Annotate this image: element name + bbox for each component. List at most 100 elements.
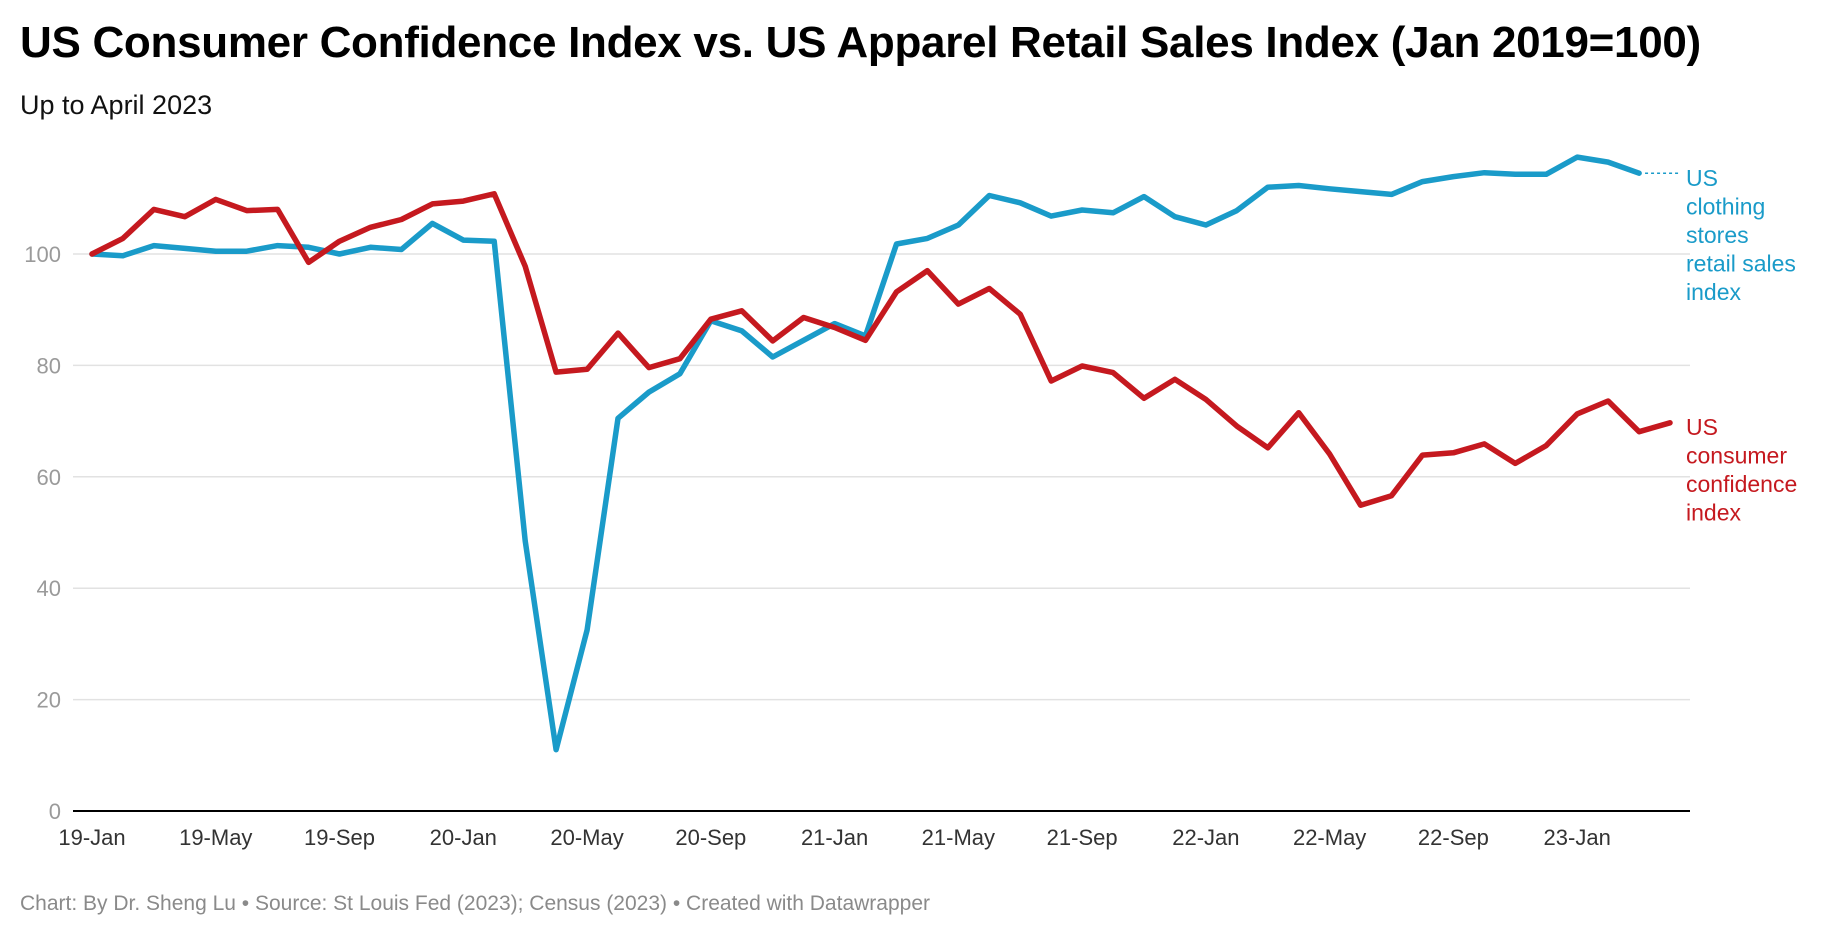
data-point-confidence-48 (1575, 411, 1580, 416)
data-point-confidence-11 (430, 201, 435, 206)
data-point-clothing-11 (430, 221, 435, 226)
data-point-confidence-34 (1142, 396, 1147, 401)
x-tick-label-19-May: 19-May (179, 825, 252, 850)
data-point-clothing-19 (677, 371, 682, 376)
y-tick-label-80: 80 (37, 353, 61, 378)
data-point-confidence-44 (1451, 450, 1456, 455)
data-point-clothing-1 (120, 253, 125, 258)
data-point-confidence-17 (616, 331, 621, 336)
data-point-clothing-2 (151, 243, 156, 248)
y-axis-ticks: 0 20 40 60 80 100 (24, 242, 61, 824)
data-point-clothing-37 (1234, 208, 1239, 213)
chart-title: US Consumer Confidence Index vs. US Appa… (20, 18, 1701, 67)
data-point-confidence-51 (1668, 420, 1673, 425)
data-point-confidence-6 (275, 207, 280, 212)
data-point-confidence-28 (956, 302, 961, 307)
data-point-confidence-19 (677, 356, 682, 361)
x-tick-label-21-May: 21-May (922, 825, 995, 850)
data-point-confidence-45 (1482, 441, 1487, 446)
data-point-confidence-39 (1296, 410, 1301, 415)
data-point-confidence-35 (1172, 377, 1177, 382)
data-point-confidence-20 (708, 317, 713, 322)
data-point-clothing-32 (1080, 208, 1085, 213)
data-point-confidence-14 (523, 264, 528, 269)
data-point-confidence-33 (1111, 370, 1116, 375)
y-tick-label-60: 60 (37, 465, 61, 490)
data-point-confidence-7 (306, 260, 311, 265)
data-point-clothing-47 (1544, 172, 1549, 177)
data-point-confidence-26 (894, 289, 899, 294)
data-point-confidence-30 (1018, 312, 1023, 317)
series-line-confidence (89, 191, 1673, 508)
data-point-confidence-22 (770, 338, 775, 343)
data-point-clothing-6 (275, 243, 280, 248)
x-tick-label-22-May: 22-May (1293, 825, 1366, 850)
data-point-confidence-46 (1513, 461, 1518, 466)
data-point-confidence-2 (151, 207, 156, 212)
series-line-clothing (89, 154, 1642, 753)
data-point-clothing-43 (1420, 179, 1425, 184)
gridlines (73, 253, 1690, 812)
label-confidence-line-2: confidence (1686, 471, 1797, 497)
data-point-clothing-30 (1018, 200, 1023, 205)
data-point-confidence-38 (1265, 445, 1270, 450)
chart-subtitle: Up to April 2023 (20, 90, 213, 120)
data-point-clothing-39 (1296, 183, 1301, 188)
data-point-confidence-23 (801, 315, 806, 320)
data-point-confidence-3 (182, 214, 187, 219)
data-point-clothing-15 (554, 747, 559, 752)
line-chart: 0 20 40 60 80 100 19-Jan 19-May 19-Sep 20-Jan 20-… (24, 154, 1797, 850)
x-tick-label-22-Sep: 22-Sep (1418, 825, 1489, 850)
data-point-clothing-44 (1451, 174, 1456, 179)
data-point-clothing-31 (1049, 214, 1054, 219)
data-point-clothing-49 (1606, 160, 1611, 165)
data-point-clothing-40 (1327, 186, 1332, 191)
data-point-confidence-10 (399, 217, 404, 222)
data-point-clothing-50 (1637, 171, 1642, 176)
x-tick-label-22-Jan: 22-Jan (1172, 825, 1239, 850)
data-point-confidence-49 (1606, 399, 1611, 404)
data-point-confidence-43 (1420, 453, 1425, 458)
data-point-confidence-1 (120, 236, 125, 241)
data-point-clothing-28 (956, 223, 961, 228)
data-point-confidence-42 (1389, 493, 1394, 498)
data-point-confidence-36 (1203, 397, 1208, 402)
data-point-confidence-50 (1637, 429, 1642, 434)
data-point-clothing-4 (213, 249, 218, 254)
data-point-confidence-41 (1358, 503, 1363, 508)
data-point-confidence-24 (832, 325, 837, 330)
y-tick-label-0: 0 (49, 799, 61, 824)
label-clothing-line-4: index (1686, 279, 1741, 305)
x-tick-label-20-Sep: 20-Sep (675, 825, 746, 850)
data-point-confidence-29 (987, 286, 992, 291)
data-point-clothing-36 (1203, 223, 1208, 228)
data-point-clothing-8 (337, 252, 342, 257)
data-point-clothing-16 (585, 628, 590, 633)
x-tick-label-19-Jan: 19-Jan (58, 825, 125, 850)
data-point-confidence-15 (554, 370, 559, 375)
data-point-confidence-13 (492, 191, 497, 196)
chart-footer: Chart: By Dr. Sheng Lu • Source: St Loui… (20, 892, 930, 915)
x-tick-label-19-Sep: 19-Sep (304, 825, 375, 850)
label-confidence-line-0: US (1686, 414, 1718, 440)
y-tick-label-100: 100 (24, 242, 61, 267)
data-point-confidence-0 (90, 252, 95, 257)
data-point-clothing-45 (1482, 170, 1487, 175)
data-point-clothing-18 (646, 390, 651, 395)
x-tick-label-21-Jan: 21-Jan (801, 825, 868, 850)
data-point-clothing-29 (987, 193, 992, 198)
data-point-confidence-18 (646, 365, 651, 370)
data-point-confidence-4 (213, 197, 218, 202)
data-point-clothing-13 (492, 239, 497, 244)
x-tick-label-20-Jan: 20-Jan (430, 825, 497, 850)
data-point-confidence-31 (1049, 379, 1054, 384)
label-clothing-line-3: retail sales (1686, 251, 1796, 277)
data-point-clothing-10 (399, 247, 404, 252)
data-point-confidence-25 (863, 338, 868, 343)
data-point-clothing-26 (894, 242, 899, 247)
label-confidence-line-3: index (1686, 500, 1741, 526)
label-clothing-line-0: US (1686, 165, 1718, 191)
x-tick-label-20-May: 20-May (550, 825, 623, 850)
x-tick-label-23-Jan: 23-Jan (1544, 825, 1611, 850)
data-point-clothing-35 (1172, 214, 1177, 219)
